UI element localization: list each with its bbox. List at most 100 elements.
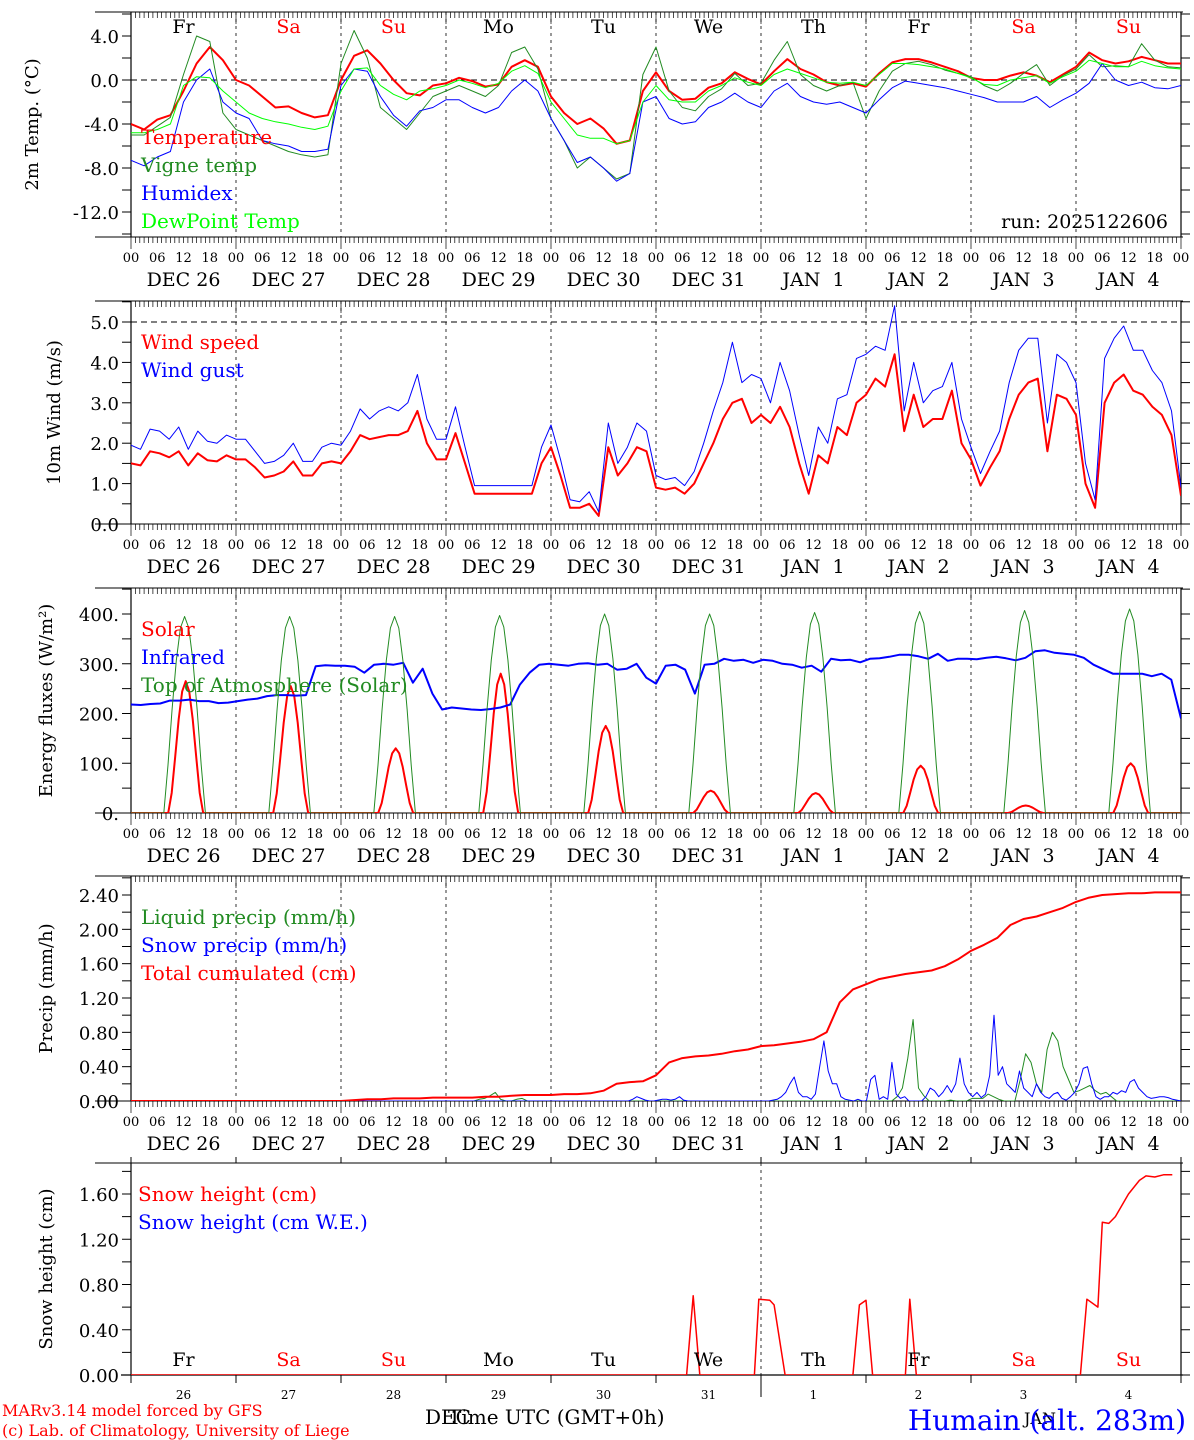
hour-tick-label: 06 <box>674 538 691 553</box>
y-tick-label: -4.0 <box>84 115 119 136</box>
hour-tick-label: 12 <box>385 1115 402 1130</box>
hour-tick-label: 00 <box>858 1115 875 1130</box>
hour-tick-label: 12 <box>910 538 927 553</box>
y-tick-label: 0.0 <box>90 71 119 92</box>
y-tick-label: 0.80 <box>79 1276 119 1297</box>
date-label: JAN 3 <box>990 845 1054 867</box>
hour-tick-label: 18 <box>621 1115 638 1130</box>
hour-tick-label: 00 <box>438 251 455 266</box>
hour-tick-label: 00 <box>333 827 350 842</box>
date-label: JAN 1 <box>780 269 844 291</box>
hour-tick-label: 18 <box>1041 538 1058 553</box>
hour-tick-label: 06 <box>254 827 271 842</box>
hour-tick-label: 18 <box>831 827 848 842</box>
series-line-dewpoint-temp <box>131 59 1181 145</box>
hour-tick-label: 18 <box>201 251 218 266</box>
hour-tick-label: 12 <box>1120 827 1137 842</box>
date-label: DEC 26 <box>147 269 221 291</box>
hour-tick-label: 06 <box>569 538 586 553</box>
hour-tick-label: 06 <box>1094 251 1111 266</box>
hour-tick-label: 00 <box>1068 538 1085 553</box>
hour-tick-label: 12 <box>805 251 822 266</box>
hour-tick-marks <box>130 301 1182 313</box>
day-number: 26 <box>176 1388 191 1402</box>
hour-tick-label: 12 <box>490 1115 507 1130</box>
hour-tick-label: 00 <box>753 538 770 553</box>
series-line-temperature <box>131 46 1181 145</box>
hour-tick-label: 00 <box>123 827 140 842</box>
weekday-label: Sa <box>276 16 300 38</box>
hour-tick-label: 00 <box>1173 538 1190 553</box>
day-number: 29 <box>491 1388 506 1402</box>
hour-tick-label: 12 <box>595 1115 612 1130</box>
date-label: DEC 28 <box>357 845 431 867</box>
y-tick-label: -8.0 <box>84 159 119 180</box>
hour-tick-label: 00 <box>228 538 245 553</box>
date-label: JAN 1 <box>780 845 844 867</box>
date-label: DEC 27 <box>252 556 326 578</box>
y-tick-label: 0.00 <box>79 1092 119 1113</box>
hour-tick-label: 18 <box>306 827 323 842</box>
hour-tick-label: 18 <box>411 827 428 842</box>
hour-tick-label: 06 <box>149 538 166 553</box>
date-label: DEC 29 <box>462 845 536 867</box>
hour-tick-label: 00 <box>648 1115 665 1130</box>
hour-tick-label: 18 <box>201 827 218 842</box>
weekday-label-bottom: Fr <box>172 1349 195 1371</box>
y-axis-label: 10m Wind (m/s) <box>44 340 65 485</box>
hour-tick-label: 12 <box>805 827 822 842</box>
hour-tick-marks <box>130 237 1182 249</box>
hour-tick-label: 00 <box>753 1115 770 1130</box>
hour-tick-label: 18 <box>1146 827 1163 842</box>
hour-tick-label: 18 <box>306 251 323 266</box>
legend-entry: Wind speed <box>141 330 259 354</box>
weekday-label: Tu <box>591 16 616 38</box>
series-line-total-cumulated-cm- <box>131 891 1181 1101</box>
legend-entry: Vigne temp <box>140 153 257 177</box>
date-label: DEC 29 <box>462 269 536 291</box>
hour-tick-label: 12 <box>490 538 507 553</box>
date-label: JAN 3 <box>990 556 1054 578</box>
hour-tick-marks <box>130 524 1182 536</box>
hour-tick-label: 06 <box>674 1115 691 1130</box>
hour-tick-label: 06 <box>149 251 166 266</box>
hour-tick-label: 12 <box>1120 1115 1137 1130</box>
weekday-label-bottom: Tu <box>591 1349 616 1371</box>
legend-entry: Humidex <box>141 181 233 205</box>
series-line-snow-precip-mm-h- <box>131 1014 1181 1101</box>
hour-tick-label: 12 <box>1015 251 1032 266</box>
y-tick-label: 1.20 <box>79 989 119 1010</box>
date-label: DEC 27 <box>252 269 326 291</box>
hour-tick-label: 06 <box>359 251 376 266</box>
weekday-label-bottom: Su <box>381 1349 406 1371</box>
day-number: 4 <box>1125 1388 1133 1402</box>
hour-tick-label: 18 <box>411 1115 428 1130</box>
series-line-solar <box>131 672 1181 813</box>
series-line-snow-height-cm- <box>131 1174 1173 1375</box>
hour-tick-label: 00 <box>543 827 560 842</box>
y-tick-label: 1.60 <box>79 955 119 976</box>
hour-tick-label: 12 <box>595 827 612 842</box>
date-label: JAN 4 <box>1095 556 1159 578</box>
hour-tick-label: 00 <box>228 1115 245 1130</box>
legend-entry: DewPoint Temp <box>141 209 300 233</box>
weekday-label: Sa <box>1011 16 1035 38</box>
y-tick-label: 1.20 <box>79 1230 119 1251</box>
y-tick-label: 0.0 <box>90 515 119 536</box>
weekday-label-bottom: Th <box>801 1349 826 1371</box>
hour-tick-marks <box>130 813 1182 825</box>
hour-tick-label: 18 <box>411 251 428 266</box>
hour-tick-label: 00 <box>333 1115 350 1130</box>
legend-entry: Total cumulated (cm) <box>141 961 357 985</box>
hour-tick-label: 12 <box>1120 251 1137 266</box>
date-label: JAN 3 <box>990 269 1054 291</box>
dec-label: DEC <box>425 1405 471 1429</box>
date-label: JAN 1 <box>780 1133 844 1155</box>
hour-tick-label: 12 <box>280 251 297 266</box>
hour-tick-label: 18 <box>621 538 638 553</box>
hour-tick-marks <box>130 12 1182 24</box>
hour-tick-label: 18 <box>621 251 638 266</box>
hour-tick-label: 18 <box>936 538 953 553</box>
hour-tick-label: 00 <box>123 538 140 553</box>
